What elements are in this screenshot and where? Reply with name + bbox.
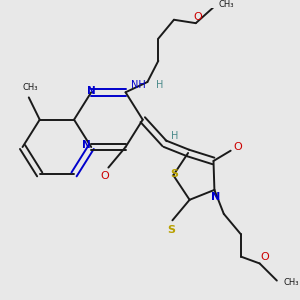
Text: O: O	[193, 12, 202, 22]
Text: CH₃: CH₃	[283, 278, 298, 287]
Text: S: S	[167, 225, 175, 235]
Text: CH₃: CH₃	[218, 0, 234, 9]
Text: N: N	[82, 140, 91, 150]
Text: O: O	[233, 142, 242, 152]
Text: O: O	[260, 252, 269, 262]
Text: S: S	[170, 169, 178, 178]
Text: N: N	[87, 85, 96, 96]
Text: N: N	[211, 192, 220, 203]
Text: NH: NH	[131, 80, 146, 90]
Text: H: H	[171, 131, 178, 141]
Text: O: O	[100, 171, 109, 181]
Text: H: H	[156, 80, 163, 90]
Text: CH₃: CH₃	[22, 83, 38, 92]
